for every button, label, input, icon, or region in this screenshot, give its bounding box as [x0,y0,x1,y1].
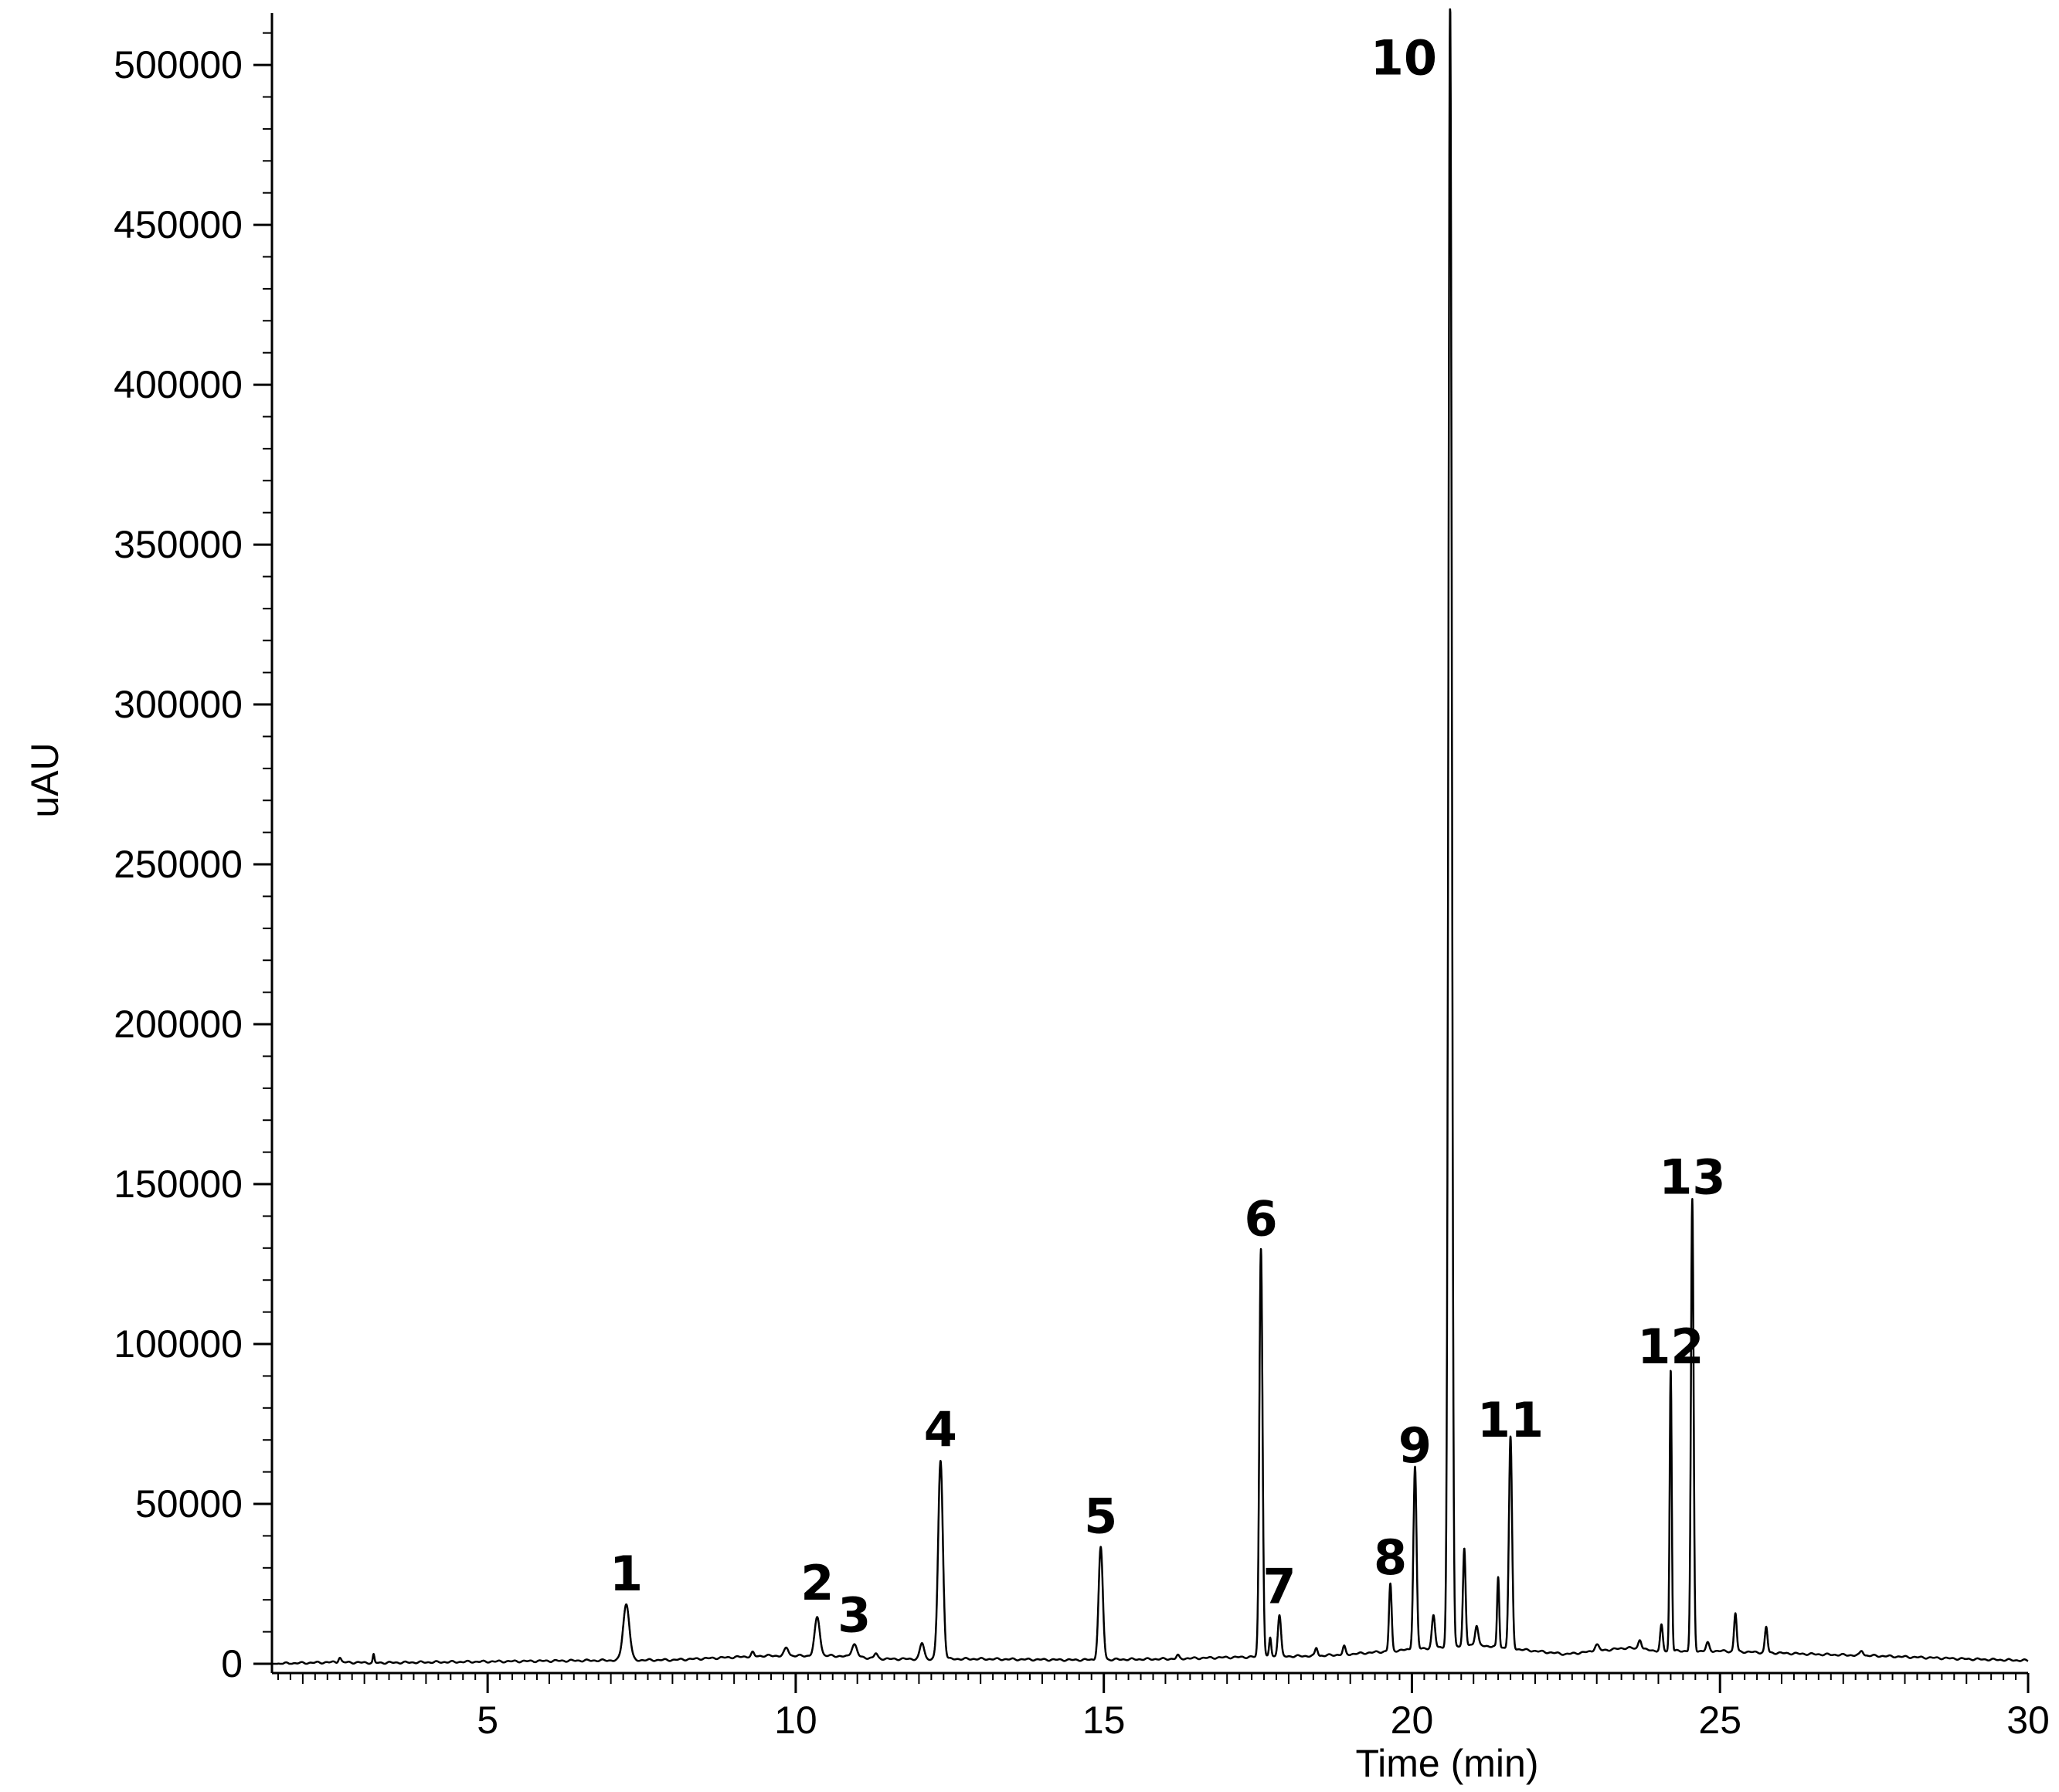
y-tick-label: 450000 [114,203,243,246]
y-tick-label: 300000 [114,683,243,726]
peak-label: 13 [1659,1149,1725,1205]
chromatogram-trace [271,8,2029,1665]
x-tick-label: 20 [1391,1699,1434,1742]
x-axis-title: Time (min) [1355,1742,1538,1785]
y-tick-label: 500000 [114,43,243,87]
y-axis-tick-labels: 0 50000 100000 150000 200000 250000 300000 3500… [114,43,243,1685]
y-tick-label: 150000 [114,1162,243,1206]
peak-label: 5 [1084,1488,1117,1544]
y-tick-label: 0 [221,1642,243,1685]
peak-label: 2 [800,1555,834,1611]
peak-label: 4 [924,1401,957,1458]
peak-label: 12 [1637,1319,1704,1375]
x-axis-tick-labels: 5 10 15 20 25 30 [477,1699,2050,1742]
y-tick-label: 250000 [114,843,243,886]
y-tick-label: 400000 [114,363,243,406]
y-tick-label: 100000 [114,1322,243,1366]
x-tick-label: 15 [1082,1699,1126,1742]
y-axis-title: uAU [23,742,66,817]
peak-label: 1 [610,1546,643,1602]
x-tick-label: 5 [477,1699,498,1742]
peak-label: 7 [1262,1558,1296,1614]
peak-label: 8 [1374,1529,1407,1586]
peak-label: 11 [1477,1392,1544,1448]
peak-label: 10 [1371,30,1437,87]
y-tick-label: 350000 [114,523,243,566]
x-tick-label: 30 [2006,1699,2050,1742]
peak-label: 9 [1398,1417,1432,1474]
x-tick-label: 25 [1698,1699,1741,1742]
peak-label: 3 [838,1587,871,1644]
peak-label: 6 [1244,1190,1277,1247]
y-tick-label: 50000 [135,1482,243,1526]
x-tick-label: 10 [774,1699,817,1742]
y-axis-major-ticks [253,63,272,1665]
y-tick-label: 200000 [114,1003,243,1046]
x-axis-major-ticks [486,1673,2030,1693]
